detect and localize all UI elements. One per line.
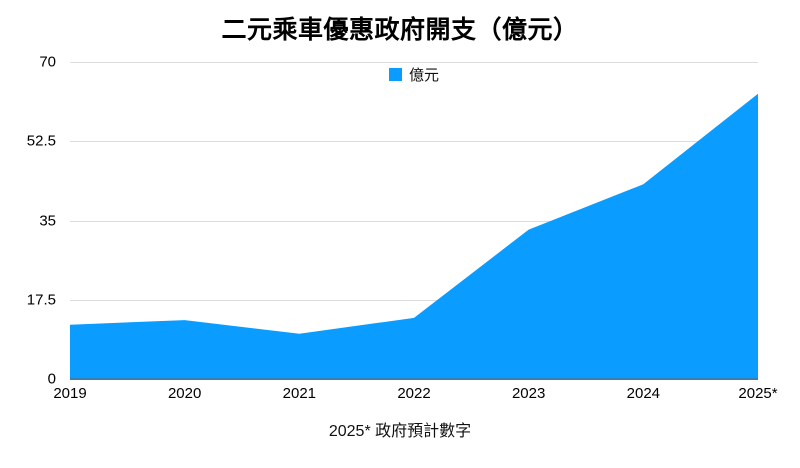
x-tick-label: 2021	[282, 385, 317, 402]
y-tick-label: 0	[47, 370, 56, 388]
x-axis-baseline	[70, 378, 758, 380]
plot-area: 億元	[70, 62, 758, 380]
chart-footnote: 2025* 政府預計數字	[328, 423, 472, 440]
chart-title: 二元乘車優惠政府開支（億元）	[221, 16, 579, 44]
gridline	[70, 220, 758, 222]
x-tick-label: 2024	[626, 385, 661, 402]
area-series	[70, 93, 758, 379]
x-tick-label: 2019	[53, 385, 87, 402]
legend-swatch-icon	[388, 68, 402, 81]
x-tick-label: 2020	[167, 385, 202, 402]
x-tick-label: 2023	[511, 385, 546, 402]
legend-label: 億元	[408, 67, 440, 84]
gridline	[70, 62, 758, 63]
x-tick-label: 2025*	[738, 385, 778, 402]
y-tick-label: 52.5	[26, 132, 56, 150]
gridline	[70, 141, 758, 143]
x-tick-label: 2022	[397, 385, 431, 402]
gridline	[70, 299, 758, 301]
legend: 億元	[388, 64, 440, 85]
y-tick-label: 70	[39, 53, 56, 71]
y-tick-label: 17.5	[26, 291, 56, 309]
x-axis: 2019 2020 2021 2022 2023 2024 2025*	[53, 385, 777, 403]
y-tick-label: 35	[39, 212, 56, 229]
y-axis: 70 52.5 35 17.5 0	[0, 54, 56, 388]
